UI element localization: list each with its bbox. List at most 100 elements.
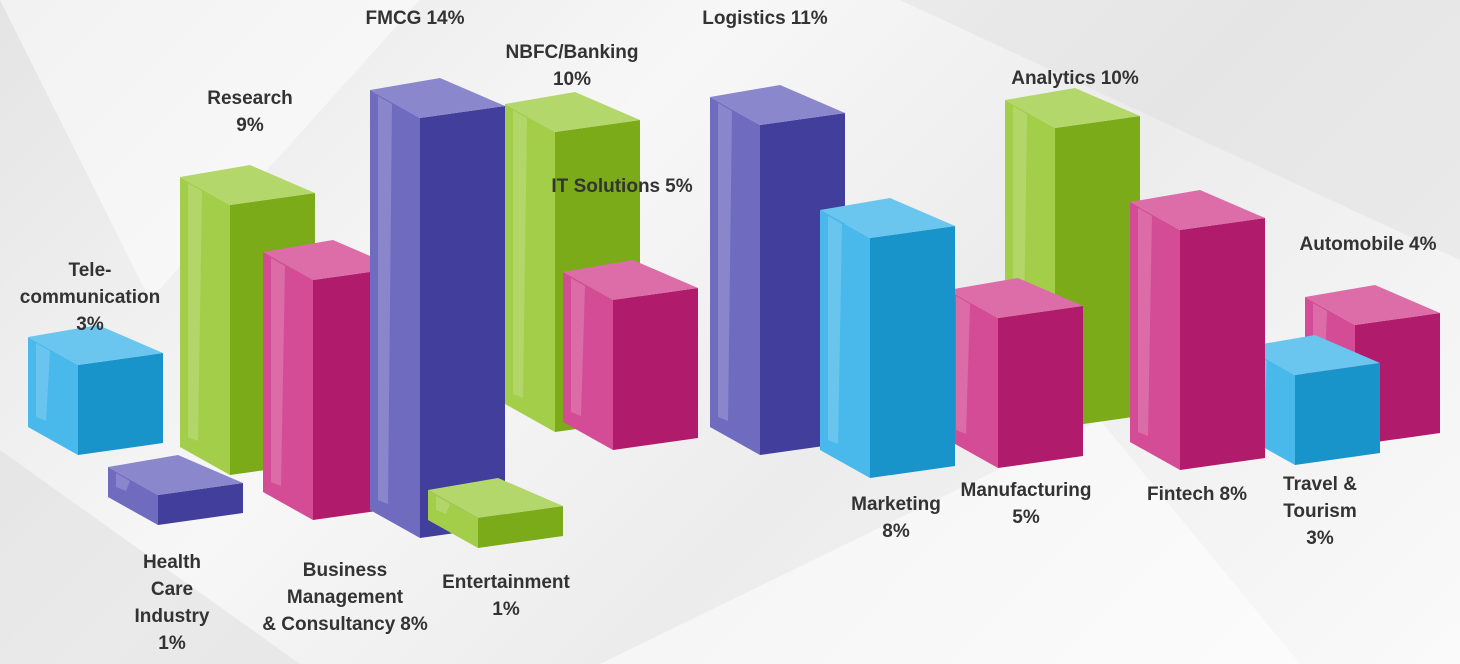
bar-top-face [1245,335,1380,375]
bar-left-face [1130,202,1180,470]
bar [428,478,563,548]
bg-facet [600,420,1300,664]
bar-highlight [513,110,527,398]
category-line: Management [287,587,404,608]
bar-top-face [505,92,640,132]
bar-left-face [563,272,613,450]
category-line: Analytics [1011,68,1095,89]
bar-top-face [28,325,163,365]
value-label: 14% [426,8,464,29]
bar-label: Tele-communication 3% [20,260,160,335]
bar-label: NBFC/Banking 10% [506,42,639,90]
bar-top-face [563,260,698,300]
bar-label: FMCG 14% [366,8,465,29]
bar-highlight [36,343,50,421]
value-label: 8% [1220,484,1248,505]
category-line: Fintech [1147,484,1215,505]
bar-right-face [613,288,698,450]
bar-highlight [718,103,732,421]
bar-right-face [1180,218,1265,470]
category-line: Entertainment [442,572,570,593]
category-line: Business [303,560,387,581]
category-line: Research [207,88,293,109]
bar-highlight [378,96,392,504]
bar-label: Research 9% [207,88,293,136]
bar-label: Health Care Industry 1% [135,552,210,654]
bar-highlight [1138,208,1152,436]
category-line: Marketing [851,494,941,515]
category-line: Care [151,579,193,600]
bar-top-face [263,240,398,280]
category-line: & Consultancy [262,614,395,635]
bar-right-face [478,506,563,548]
bar-left-face [370,90,420,538]
bar-top-face [948,278,1083,318]
bar-highlight [271,258,285,486]
bar-right-face [158,483,243,525]
bar-top-face [108,455,243,495]
bar-left-face [505,104,555,432]
bar-label: Entertainment 1% [442,572,570,620]
value-label: 9% [236,115,264,136]
bar-label: Business Management & Consultancy 8% [262,560,428,635]
category-line: Tourism [1283,501,1357,522]
bar-left-face [108,467,158,525]
bar-top-face [1005,88,1140,128]
bar [370,78,505,538]
category-line: IT Solutions [551,176,660,197]
bar [1130,190,1265,470]
value-label: 8% [882,521,910,542]
bar [563,260,698,450]
bar-top-face [1305,285,1440,325]
bar-label: Fintech 8% [1147,484,1247,505]
bar-right-face [420,106,505,538]
bar-label: Travel & Tourism 3% [1283,474,1357,549]
bar [948,278,1083,468]
bar [1245,335,1380,465]
value-label: 5% [665,176,693,197]
category-line: NBFC/Banking [506,42,639,63]
category-line: FMCG [366,8,422,29]
bar-right-face [78,353,163,455]
value-label: 3% [1306,528,1334,549]
category-line: Manufacturing [961,480,1092,501]
bar-label: Marketing 8% [851,494,941,542]
bar [108,455,243,525]
bar [820,198,955,478]
bar-left-face [263,252,313,520]
bars [28,78,1440,548]
bar-right-face [1295,363,1380,465]
value-label: 1% [492,599,520,620]
category-line: Automobile [1300,234,1405,255]
bar-left-face [710,97,760,455]
bar-highlight [571,278,585,416]
bar-left-face [28,337,78,455]
value-label: 1% [158,633,186,654]
bar-left-face [948,290,998,468]
value-label: 10% [1101,68,1139,89]
bar-label: Analytics 10% [1011,68,1139,89]
bar-top-face [710,85,845,125]
bar [28,325,163,455]
category-line: Travel & [1283,474,1357,495]
category-line: communication [20,287,160,308]
bar-left-face [820,210,870,478]
bar-label: Manufacturing 5% [961,480,1092,528]
bar-label: IT Solutions 5% [551,176,692,197]
category-line: Health [143,552,201,573]
bar-left-face [428,490,478,548]
bar-top-face [1130,190,1265,230]
bar-highlight [828,216,842,444]
bar-label: Automobile 4% [1300,234,1437,255]
value-label: 8% [400,614,428,635]
value-label: 3% [76,314,104,335]
bar-right-face [870,226,955,478]
bar-highlight [956,296,970,434]
bar-top-face [180,165,315,205]
value-label: 5% [1012,507,1040,528]
bar-top-face [428,478,563,518]
bar-top-face [820,198,955,238]
